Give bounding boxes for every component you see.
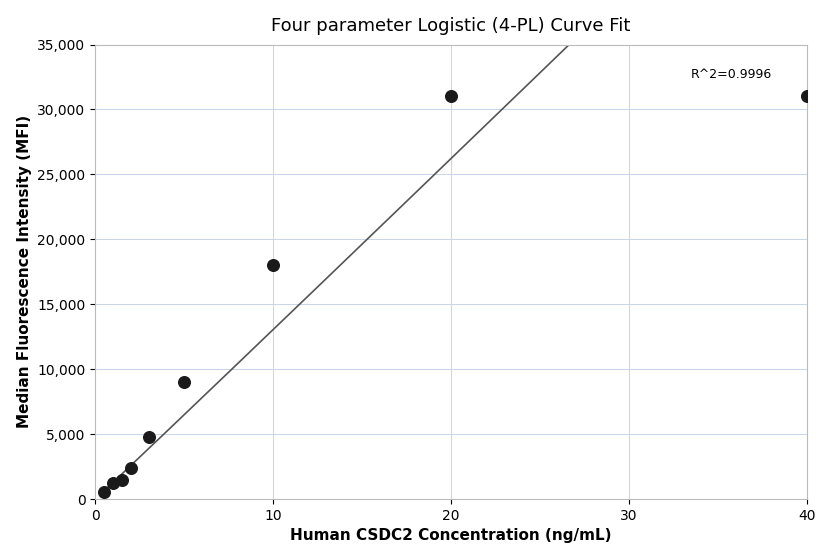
Point: [115, 475, 128, 484]
Point: [266, 261, 280, 270]
Title: Four parameter Logistic (4-PL) Curve Fit: Four parameter Logistic (4-PL) Curve Fit: [271, 17, 631, 35]
Point: [800, 92, 813, 101]
Point: [142, 432, 156, 441]
Point: [444, 92, 458, 101]
X-axis label: Human CSDC2 Concentration (ng/mL): Human CSDC2 Concentration (ng/mL): [290, 528, 612, 543]
Point: [177, 377, 191, 386]
Point: [106, 478, 120, 487]
Point: [97, 487, 111, 496]
Y-axis label: Median Fluorescence Intensity (MFI): Median Fluorescence Intensity (MFI): [17, 115, 32, 428]
Point: [124, 464, 137, 473]
Text: R^2=0.9996: R^2=0.9996: [691, 68, 772, 81]
